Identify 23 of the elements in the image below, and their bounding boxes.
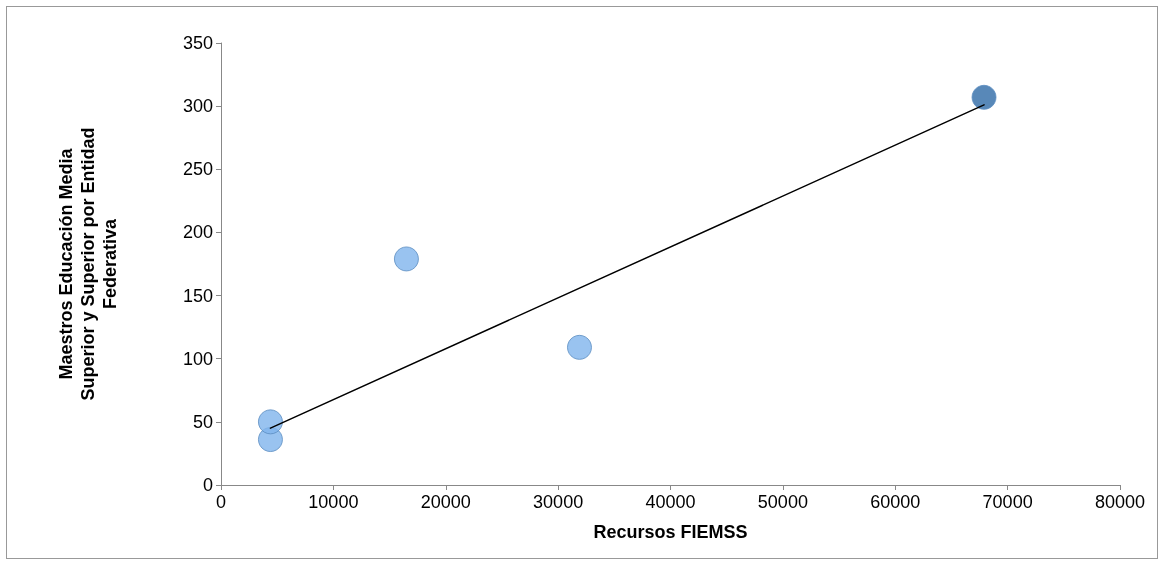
x-tick-label: 60000 — [870, 492, 921, 512]
y-tick-label: 0 — [202, 475, 213, 495]
y-tick-label: 150 — [182, 285, 213, 306]
y-tick-label: 300 — [182, 96, 213, 117]
y-tick-label: 350 — [182, 33, 213, 53]
point — [567, 334, 592, 360]
point — [257, 409, 283, 435]
x-tick-label: 70000 — [982, 492, 1033, 512]
x-tick-label: 10000 — [308, 492, 359, 512]
y-tick-label: 100 — [182, 348, 213, 369]
y-tick-label: 250 — [182, 159, 213, 180]
x-tick-label: 30000 — [533, 492, 584, 512]
x-tick-label: 80000 — [1094, 492, 1146, 512]
x-tick-label: 40000 — [645, 492, 696, 512]
point — [393, 246, 419, 272]
y-tick-label: 50 — [192, 411, 213, 432]
y-tick-label: 200 — [182, 222, 213, 243]
x-axis-title: Recursos FIEMSS — [593, 522, 748, 542]
point — [971, 84, 997, 110]
x-tick-label: 50000 — [757, 492, 808, 512]
x-tick-label: 20000 — [420, 492, 471, 512]
y-axis-title: Maestros Educación Media Superior y Superior por Entidad Federativa — [56, 127, 120, 401]
x-tick-label: 0 — [215, 492, 227, 512]
